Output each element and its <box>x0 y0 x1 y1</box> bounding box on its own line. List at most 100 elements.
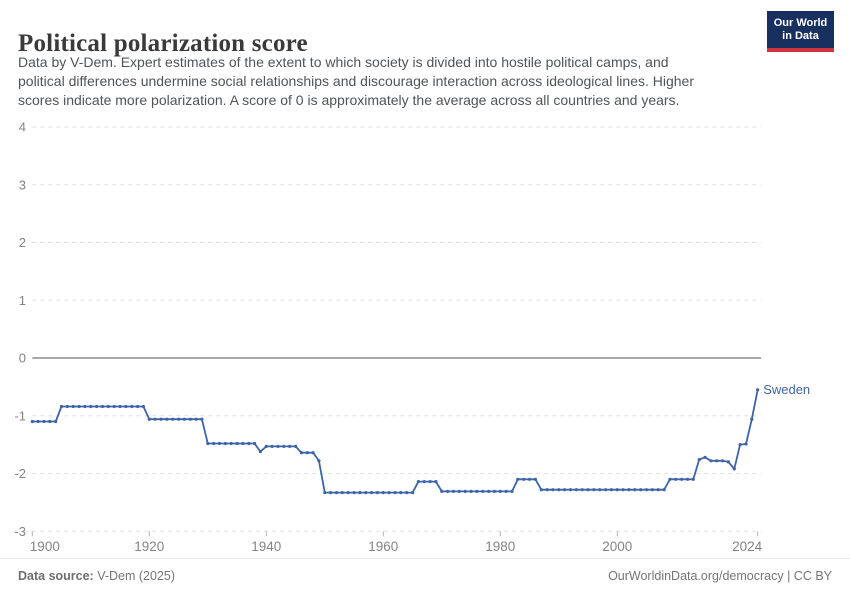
data-point[interactable] <box>416 480 420 484</box>
data-point[interactable] <box>527 477 532 481</box>
data-point[interactable] <box>141 404 145 409</box>
data-point[interactable] <box>165 417 169 421</box>
data-point[interactable] <box>405 491 409 495</box>
data-point[interactable] <box>171 417 175 421</box>
data-point[interactable] <box>340 491 344 495</box>
data-point[interactable] <box>633 488 637 492</box>
data-point[interactable] <box>83 404 87 409</box>
data-point[interactable] <box>95 404 99 409</box>
data-point[interactable] <box>329 491 333 495</box>
data-point[interactable] <box>709 459 713 463</box>
data-point[interactable] <box>481 489 485 493</box>
data-point[interactable] <box>574 488 578 492</box>
data-point[interactable] <box>533 477 538 481</box>
data-point[interactable] <box>551 488 555 492</box>
data-point[interactable] <box>721 459 725 463</box>
data-point[interactable] <box>42 419 46 424</box>
data-point[interactable] <box>504 489 508 493</box>
data-point[interactable] <box>627 488 631 492</box>
data-point[interactable] <box>411 491 415 495</box>
data-point[interactable] <box>644 488 649 492</box>
data-point[interactable] <box>492 489 496 493</box>
data-point[interactable] <box>188 417 192 421</box>
data-point[interactable] <box>311 451 315 455</box>
data-point[interactable] <box>30 419 34 424</box>
data-point[interactable] <box>217 441 222 446</box>
data-point[interactable] <box>568 488 573 492</box>
data-point[interactable] <box>469 489 473 493</box>
data-point[interactable] <box>153 417 157 421</box>
data-point[interactable] <box>498 489 502 493</box>
data-point[interactable] <box>539 488 543 492</box>
data-point[interactable] <box>89 404 93 409</box>
data-point[interactable] <box>270 444 274 448</box>
data-point[interactable] <box>71 404 75 409</box>
data-point[interactable] <box>756 388 760 392</box>
data-point[interactable] <box>194 417 198 421</box>
data-point[interactable] <box>317 459 321 463</box>
data-point[interactable] <box>288 444 292 448</box>
data-point[interactable] <box>621 488 625 492</box>
data-point[interactable] <box>475 489 479 493</box>
data-point[interactable] <box>393 491 397 495</box>
data-point[interactable] <box>177 417 181 421</box>
data-point[interactable] <box>276 444 280 448</box>
data-point[interactable] <box>451 489 456 493</box>
data-point[interactable] <box>299 451 303 455</box>
data-point[interactable] <box>352 491 356 495</box>
data-point[interactable] <box>545 488 549 492</box>
data-point[interactable] <box>106 404 110 409</box>
data-point[interactable] <box>557 488 561 492</box>
data-point[interactable] <box>563 488 567 492</box>
data-point[interactable] <box>100 404 105 409</box>
data-point[interactable] <box>656 488 660 492</box>
data-point[interactable] <box>323 491 327 495</box>
data-point[interactable] <box>258 450 262 454</box>
data-point[interactable] <box>182 417 186 421</box>
credit-link[interactable]: OurWorldinData.org/democracy | CC BY <box>608 569 832 583</box>
data-point[interactable] <box>147 417 151 421</box>
data-point[interactable] <box>48 419 52 424</box>
data-point[interactable] <box>609 488 614 492</box>
data-point[interactable] <box>650 488 655 492</box>
data-point[interactable] <box>598 488 602 492</box>
data-point[interactable] <box>668 477 672 481</box>
data-point[interactable] <box>580 488 584 492</box>
entity-label[interactable]: Sweden <box>763 382 810 397</box>
data-point[interactable] <box>428 480 432 484</box>
data-point[interactable] <box>446 489 450 493</box>
data-point[interactable] <box>639 488 643 492</box>
data-point[interactable] <box>36 419 40 424</box>
data-point[interactable] <box>744 442 748 446</box>
data-point[interactable] <box>750 417 754 421</box>
data-point[interactable] <box>247 441 251 446</box>
data-point[interactable] <box>229 441 233 446</box>
data-point[interactable] <box>223 441 227 446</box>
data-point[interactable] <box>370 491 374 495</box>
data-point[interactable] <box>592 488 596 492</box>
data-point[interactable] <box>130 404 134 409</box>
data-point[interactable] <box>387 491 391 495</box>
data-point[interactable] <box>615 488 619 492</box>
data-point[interactable] <box>264 444 268 448</box>
data-point[interactable] <box>586 488 590 492</box>
series-line[interactable] <box>32 389 759 494</box>
data-point[interactable] <box>662 488 666 492</box>
data-point[interactable] <box>77 404 81 409</box>
data-point[interactable] <box>697 458 701 462</box>
data-point[interactable] <box>457 489 461 493</box>
data-point[interactable] <box>364 491 368 495</box>
data-point[interactable] <box>522 477 526 481</box>
data-point[interactable] <box>674 477 678 481</box>
data-point[interactable] <box>510 489 514 493</box>
data-point[interactable] <box>715 459 719 463</box>
data-point[interactable] <box>375 491 379 495</box>
data-point[interactable] <box>691 477 695 481</box>
data-point[interactable] <box>59 404 64 409</box>
data-point[interactable] <box>440 489 444 493</box>
data-point[interactable] <box>54 419 58 424</box>
data-point[interactable] <box>726 460 731 464</box>
data-point[interactable] <box>703 455 707 459</box>
data-point[interactable] <box>680 477 684 481</box>
data-point[interactable] <box>253 441 257 446</box>
